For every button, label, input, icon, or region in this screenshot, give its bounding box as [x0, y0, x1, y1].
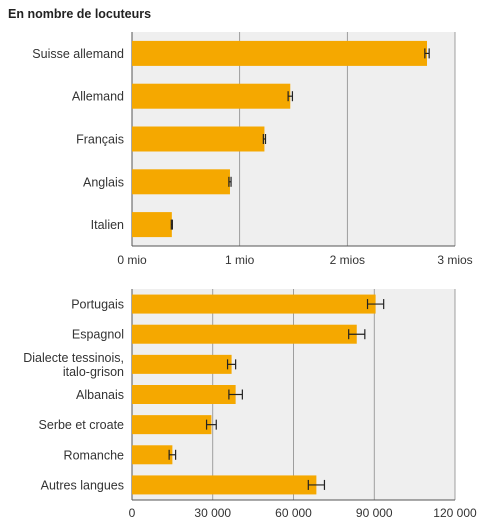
x-tick-label: 0 [129, 506, 136, 519]
bar [132, 294, 376, 314]
category-label: Romanche [64, 448, 124, 462]
category-label: Albanais [76, 388, 124, 402]
category-label: Suisse allemand [32, 47, 124, 61]
x-tick-label: 30 000 [194, 506, 231, 519]
bar [132, 475, 317, 495]
bar [132, 169, 230, 195]
bar [132, 212, 172, 238]
chart-panel-2: 0 30 000 60 000 90 000 120 000 Portugais Espag… [23, 289, 477, 519]
bar [132, 40, 428, 66]
category-label: Portugais [71, 298, 124, 312]
bar [132, 83, 291, 109]
category-label: Italien [91, 218, 124, 232]
chart-panel-1: 0 mio 1 mio 2 mios 3 mios Suisse allemand All… [32, 32, 473, 267]
category-label: Allemand [72, 90, 124, 104]
x-tick-label: 2 mios [330, 253, 365, 267]
category-label: Dialecte tessinois, italo-grison [23, 351, 124, 379]
bar [132, 126, 265, 152]
bar [132, 385, 236, 404]
x-tick-label: 60 000 [275, 506, 312, 519]
x-tick-label: 0 mio [117, 253, 147, 267]
category-label: Autres langues [41, 478, 124, 492]
category-label: Français [76, 133, 124, 147]
category-label: Serbe et croate [39, 418, 125, 432]
x-tick-label: 3 mios [437, 253, 472, 267]
x-tick-label: 90 000 [356, 506, 393, 519]
x-tick-label: 1 mio [225, 253, 255, 267]
category-label: Espagnol [72, 328, 124, 342]
category-label-line: Dialecte tessinois, [23, 351, 124, 365]
bar [132, 415, 212, 435]
category-label-line: italo-grison [63, 365, 124, 379]
chart-title: En nombre de locuteurs [8, 7, 152, 21]
x-tick-label: 120 000 [433, 506, 477, 519]
category-label: Anglais [83, 175, 124, 189]
bar [132, 445, 173, 465]
bar [132, 354, 232, 374]
bar [132, 324, 357, 344]
